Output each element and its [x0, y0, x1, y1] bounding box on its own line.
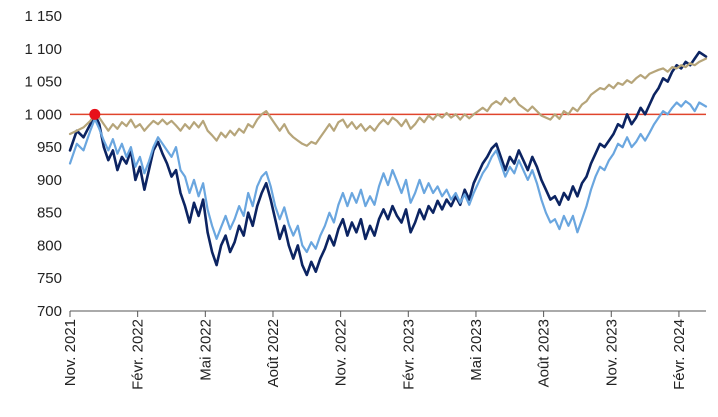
marker-group [89, 108, 101, 120]
y-tick-label: 800 [37, 237, 62, 254]
x-tick-label: Mai 2022 [197, 319, 214, 381]
y-tick-label: 700 [37, 303, 62, 320]
y-tick-label: 900 [37, 172, 62, 189]
series-group [68, 50, 708, 277]
y-tick-label: 1 000 [24, 106, 62, 123]
y-tick-label: 750 [37, 270, 62, 287]
x-tick-label: Août 2022 [265, 319, 282, 387]
x-tick-label: Nov. 2023 [603, 319, 620, 386]
x-tick-label: Févr. 2022 [130, 319, 147, 390]
y-tick-label: 850 [37, 205, 62, 222]
y-tick-label: 1 050 [24, 74, 62, 91]
x-axis: Nov. 2021 Févr. 2022 Mai 2022 Août 2022 Nov.… [62, 310, 706, 390]
y-axis-ticks: 700 750 800 850 900 950 1 000 1 050 1 100 1 150 [24, 8, 62, 320]
x-tick-label: Août 2023 [536, 319, 553, 387]
y-tick-label: 1 100 [24, 41, 62, 58]
series-line-tan [68, 57, 708, 147]
y-tick-label: 1 150 [24, 8, 62, 25]
start-marker-dot [89, 108, 101, 120]
x-tick-label: Nov. 2021 [62, 319, 79, 386]
x-tick-label: Févr. 2023 [400, 319, 417, 390]
y-tick-label: 950 [37, 139, 62, 156]
x-tick-label: Mai 2023 [468, 319, 485, 381]
series-line-light-blue [68, 100, 708, 254]
series-line-dark-navy [68, 50, 708, 277]
x-tick-label: Févr. 2024 [671, 319, 688, 390]
x-tick-label: Nov. 2022 [333, 319, 350, 386]
